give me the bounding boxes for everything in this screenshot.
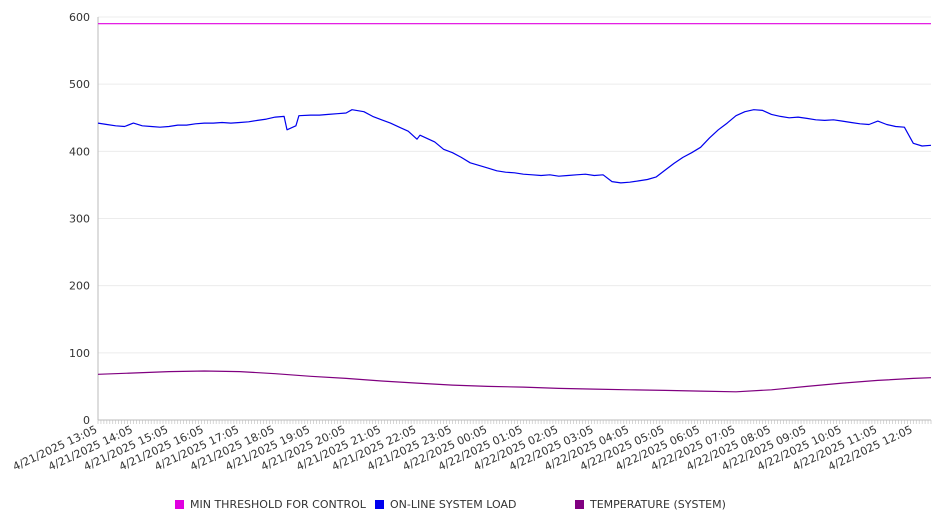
- y-axis-tick-labels: 0 100 200 300 400 500 600: [69, 11, 90, 427]
- legend-swatch: [375, 500, 384, 509]
- y-tick-label: 200: [69, 280, 90, 293]
- system-load-line: [97, 109, 932, 184]
- axes: [97, 17, 932, 424]
- legend-label: TEMPERATURE (SYSTEM): [590, 498, 726, 511]
- legend-swatch: [175, 500, 184, 509]
- series-lines: [97, 23, 932, 393]
- y-tick-label: 300: [69, 213, 90, 226]
- y-tick-label: 500: [69, 78, 90, 91]
- legend-label: MIN THRESHOLD FOR CONTROL: [190, 498, 366, 511]
- y-tick-label: 400: [69, 145, 90, 158]
- gridlines: [98, 16, 931, 421]
- x-axis-tick-labels: 4/21/2025 13:054/21/2025 14:054/21/2025 …: [11, 423, 915, 473]
- legend-label: ON-LINE SYSTEM LOAD: [390, 498, 517, 511]
- legend-item-temperature[interactable]: TEMPERATURE (SYSTEM): [575, 498, 726, 511]
- legend-swatch: [575, 500, 584, 509]
- y-tick-label: 600: [69, 11, 90, 24]
- y-tick-label: 0: [83, 414, 90, 427]
- y-tick-label: 100: [69, 347, 90, 360]
- legend-item-min-threshold[interactable]: MIN THRESHOLD FOR CONTROL: [175, 498, 366, 511]
- temperature-line: [97, 370, 932, 393]
- legend-item-system-load[interactable]: ON-LINE SYSTEM LOAD: [375, 498, 516, 511]
